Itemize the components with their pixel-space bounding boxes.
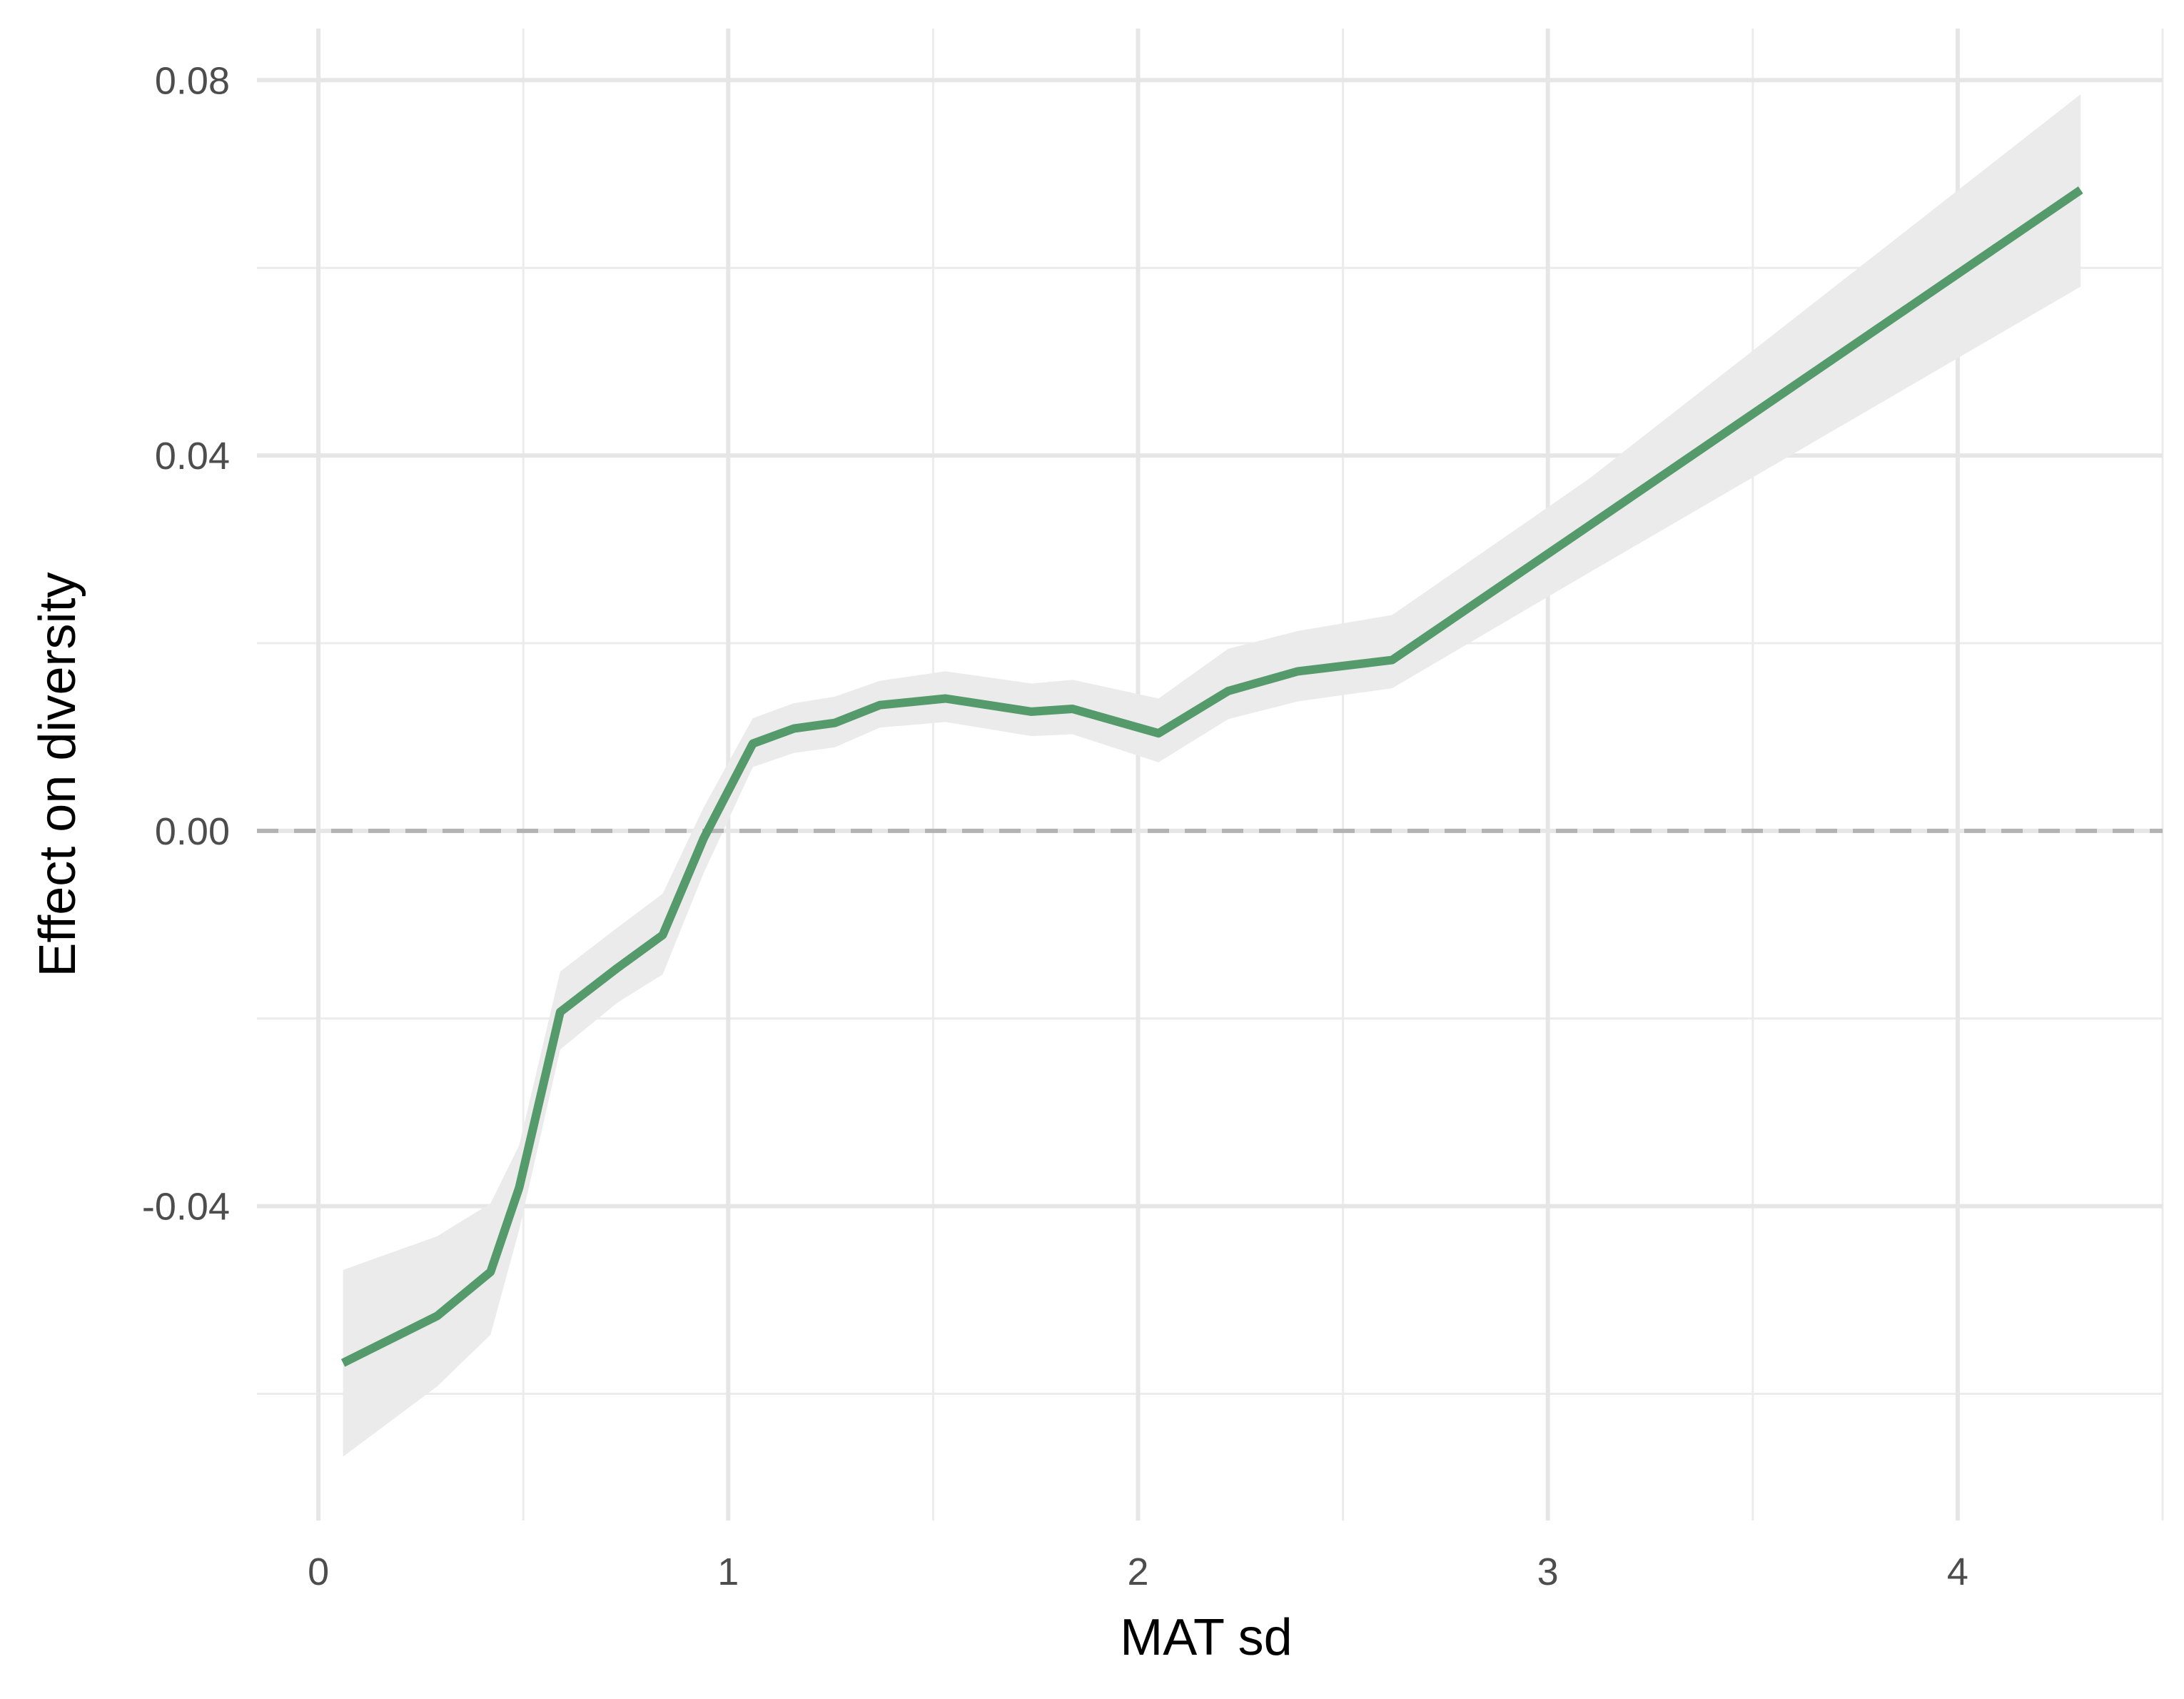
y-tick-label: -0.04 [142,1186,230,1229]
y-axis-title: Effect on diversity [29,573,86,977]
x-tick-labels: 0 1 2 3 4 [308,1551,1968,1593]
x-tick-label: 1 [717,1551,739,1593]
x-tick-label: 0 [308,1551,329,1593]
y-tick-labels: -0.04 0.00 0.04 0.08 [142,59,230,1228]
x-axis-title: MAT sd [1120,1609,1292,1666]
x-tick-label: 4 [1947,1551,1968,1593]
y-tick-label: 0.00 [155,810,230,853]
x-tick-label: 2 [1127,1551,1148,1593]
x-tick-label: 3 [1537,1551,1559,1593]
minor-gridlines [257,29,2163,1521]
y-tick-label: 0.08 [155,59,230,102]
effect-line [343,190,2081,1363]
confidence-ribbon-layer [343,94,2081,1457]
confidence-ribbon [343,94,2081,1457]
major-gridlines [257,29,2163,1521]
effect-line-layer [343,190,2081,1363]
y-tick-label: 0.04 [155,435,230,478]
